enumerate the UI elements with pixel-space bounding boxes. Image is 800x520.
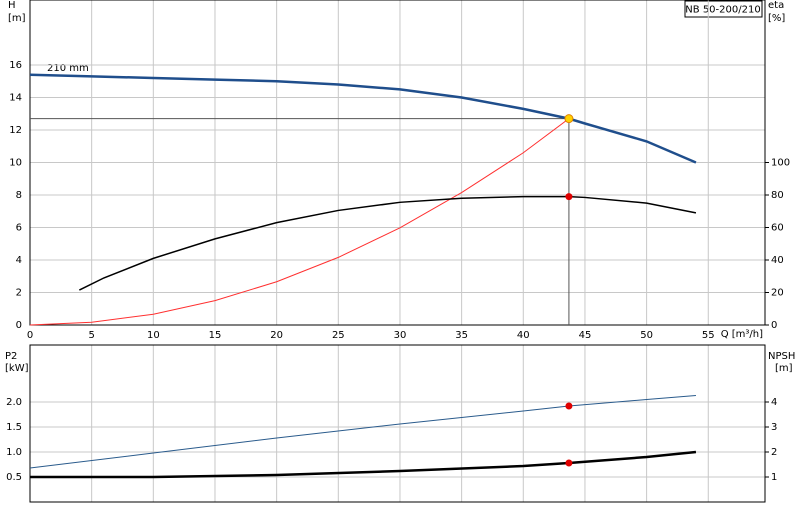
y-axis-unit: [kW]: [5, 363, 29, 374]
plot-frame: [29, 0, 766, 326]
curve: [29, 118, 570, 326]
curve: [29, 395, 696, 469]
x-tick-label: 10: [147, 330, 160, 341]
y2-tick-label: 0: [771, 320, 777, 331]
y-tick-label: 10: [9, 158, 22, 169]
operating-marker: [565, 193, 573, 201]
y2-axis-unit: [%]: [768, 13, 785, 24]
x-tick-label: 15: [209, 330, 222, 341]
y2-axis-label: eta: [768, 0, 784, 11]
y-tick-label: 2.0: [6, 397, 22, 408]
y-axis-label: P2: [5, 351, 17, 362]
x-tick-label: 25: [332, 330, 345, 341]
y2-axis-label: NPSH: [768, 351, 795, 362]
x-tick-label: 30: [394, 330, 407, 341]
y2-tick-label: 3: [771, 422, 777, 433]
y-tick-label: 0.5: [6, 472, 22, 483]
curve-label: 210 mm: [47, 63, 89, 74]
x-axis-label: Q [m³/h]: [721, 329, 763, 340]
y-tick-label: 8: [16, 190, 22, 201]
y2-tick-label: 1: [771, 472, 777, 483]
curve: [29, 73, 697, 164]
y-axis-label: H: [8, 0, 16, 11]
x-tick-label: 45: [579, 330, 592, 341]
chart-title: NB 50-200/210: [685, 5, 760, 16]
y-tick-label: 14: [9, 93, 22, 104]
x-tick-label: 40: [517, 330, 530, 341]
operating-marker: [565, 459, 573, 467]
curve: [30, 450, 697, 479]
y-tick-label: 4: [16, 255, 22, 266]
y2-tick-label: 40: [771, 255, 784, 266]
y2-tick-label: 80: [771, 190, 784, 201]
y2-tick-label: 2: [771, 447, 777, 458]
x-tick-label: 50: [640, 330, 653, 341]
y-axis-unit: [m]: [8, 13, 26, 24]
x-tick-label: 35: [455, 330, 468, 341]
y-tick-label: 16: [9, 60, 22, 71]
plot-frame: [29, 344, 766, 503]
x-tick-label: 0: [27, 330, 33, 341]
y-tick-label: 0: [16, 320, 22, 331]
y2-tick-label: 60: [771, 223, 784, 234]
y-tick-label: 12: [9, 125, 22, 136]
x-tick-label: 20: [270, 330, 283, 341]
y-tick-label: 6: [16, 223, 22, 234]
y-tick-label: 2: [16, 288, 22, 299]
y2-axis-unit: [m]: [775, 363, 793, 374]
y-tick-label: 1.5: [6, 422, 22, 433]
x-tick-label: 5: [88, 330, 94, 341]
x-tick-label: 55: [702, 330, 715, 341]
operating-marker: [565, 402, 573, 410]
title-box: [684, 0, 763, 18]
curve: [78, 195, 697, 291]
duty-point: [564, 114, 574, 124]
y2-tick-label: 20: [771, 288, 784, 299]
y2-tick-label: 100: [771, 158, 790, 169]
y-tick-label: 1.0: [6, 447, 22, 458]
y2-tick-label: 4: [771, 397, 777, 408]
